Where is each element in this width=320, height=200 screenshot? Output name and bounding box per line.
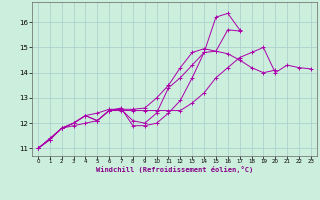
X-axis label: Windchill (Refroidissement éolien,°C): Windchill (Refroidissement éolien,°C) bbox=[96, 166, 253, 173]
